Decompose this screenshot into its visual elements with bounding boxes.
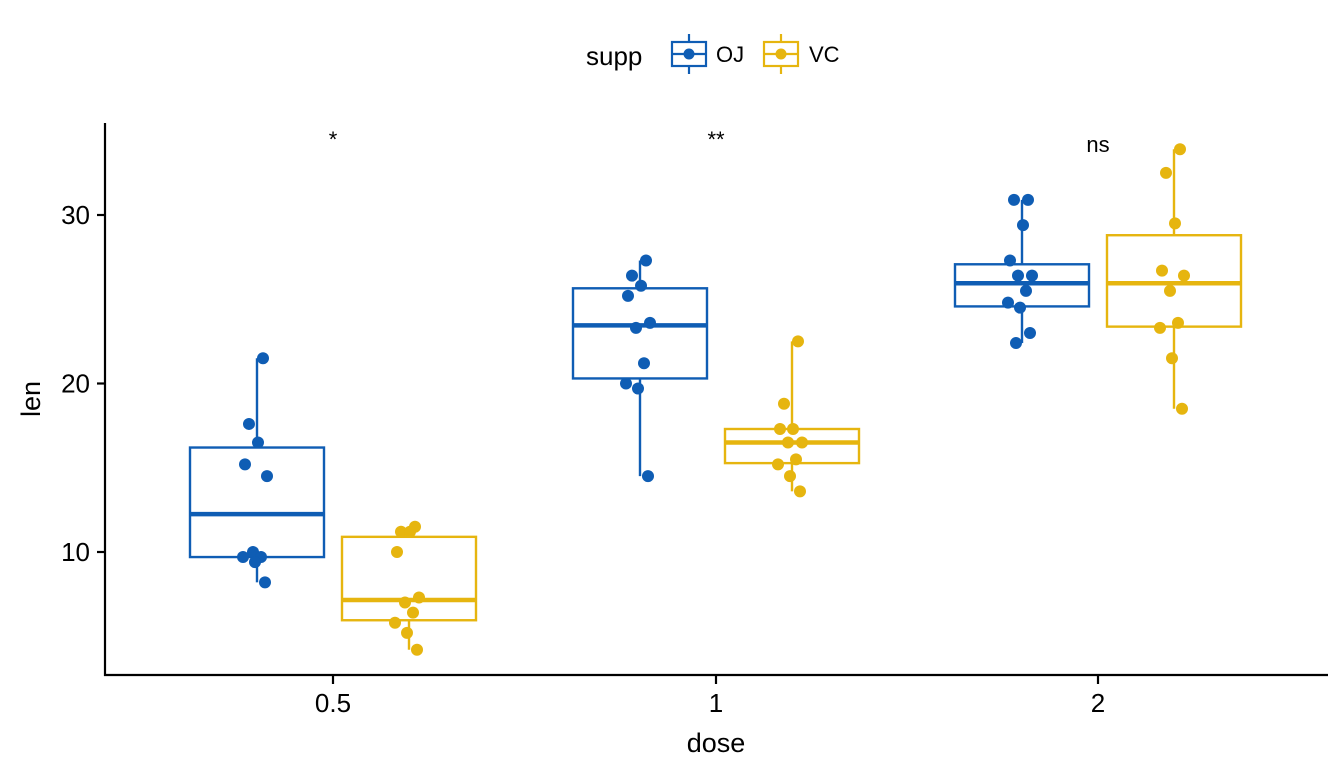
y-tick-label: 10 — [61, 537, 90, 567]
data-point — [630, 321, 642, 334]
data-point — [399, 596, 411, 609]
legend-title: supp — [586, 41, 642, 71]
data-point — [1017, 219, 1029, 232]
data-point — [1174, 143, 1186, 156]
data-point — [774, 422, 786, 435]
data-point — [413, 591, 425, 604]
x-tick-label: 1 — [709, 688, 723, 718]
legend-label-oj: OJ — [716, 42, 744, 67]
legend: supp OJ VC — [586, 34, 840, 74]
box-oj-0.5 — [188, 352, 326, 589]
data-point — [1166, 352, 1178, 365]
data-point — [1178, 269, 1190, 282]
data-point — [638, 357, 650, 370]
data-point — [1014, 301, 1026, 314]
data-point — [622, 289, 634, 302]
data-point — [407, 606, 419, 619]
data-point — [257, 352, 269, 365]
data-point — [1172, 316, 1184, 329]
data-point — [243, 417, 255, 430]
data-point — [635, 279, 647, 292]
data-point — [1010, 337, 1022, 350]
data-point — [620, 377, 632, 390]
legend-label-vc: VC — [809, 42, 840, 67]
x-tick-label: 0.5 — [315, 688, 351, 718]
data-point — [1160, 166, 1172, 179]
data-point — [1004, 254, 1016, 267]
significance-label: ** — [707, 127, 725, 152]
data-point — [1169, 217, 1181, 230]
legend-entry-oj: OJ — [670, 34, 744, 74]
box-vc-0.5 — [340, 520, 478, 656]
data-point — [642, 470, 654, 483]
data-point — [237, 551, 249, 564]
data-point — [782, 436, 794, 449]
data-point — [1156, 264, 1168, 277]
data-point — [772, 458, 784, 471]
box-oj-2 — [953, 193, 1091, 350]
data-point — [626, 269, 638, 282]
data-point — [787, 422, 799, 435]
data-point — [778, 397, 790, 410]
data-point — [389, 616, 401, 629]
data-point — [1154, 321, 1166, 334]
data-point — [1002, 296, 1014, 309]
data-point — [796, 436, 808, 449]
data-point — [395, 525, 407, 538]
box-oj-1 — [571, 254, 709, 483]
y-tick-label: 20 — [61, 369, 90, 399]
legend-entry-vc: VC — [762, 34, 840, 74]
iqr-box — [340, 535, 478, 622]
data-point — [790, 453, 802, 466]
data-point — [632, 382, 644, 395]
data-point — [401, 626, 413, 639]
data-point — [411, 643, 423, 656]
axes: 10 20 30 0.5 1 2 — [61, 200, 1105, 718]
data-point — [1026, 269, 1038, 282]
data-point — [792, 335, 804, 348]
significance-label: * — [329, 127, 338, 152]
y-tick-label: 30 — [61, 200, 90, 230]
data-point — [261, 470, 273, 483]
data-point — [1020, 284, 1032, 297]
x-axis-title: dose — [687, 728, 746, 758]
data-point — [404, 525, 416, 538]
iqr-box — [1105, 234, 1243, 328]
data-point — [784, 470, 796, 483]
data-point — [239, 458, 251, 471]
data-point — [249, 556, 261, 569]
data-point — [252, 436, 264, 449]
box-vc-1 — [723, 335, 861, 498]
data-point — [794, 485, 806, 498]
y-axis-title: len — [16, 381, 46, 417]
data-point — [1012, 269, 1024, 282]
box-vc-2 — [1105, 143, 1243, 415]
data-point — [1024, 326, 1036, 339]
significance-label: ns — [1086, 132, 1109, 157]
data-point — [1022, 193, 1034, 206]
data-point — [1176, 402, 1188, 415]
data-point — [640, 254, 652, 267]
data-point — [1008, 193, 1020, 206]
data-point — [1164, 284, 1176, 297]
plot-area: * ** ns — [188, 127, 1243, 656]
data-point — [259, 576, 271, 589]
data-point — [644, 316, 656, 329]
x-tick-label: 2 — [1091, 688, 1105, 718]
data-point — [391, 546, 403, 558]
iqr-box — [188, 446, 326, 559]
